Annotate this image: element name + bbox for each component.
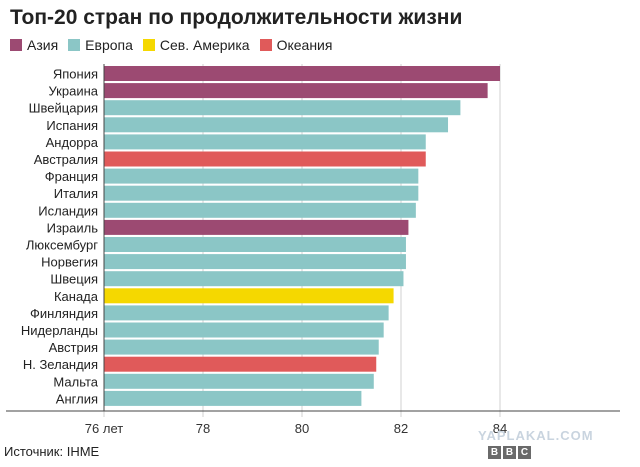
category-label: Австрия xyxy=(49,340,98,355)
bar xyxy=(104,100,461,116)
bar xyxy=(104,134,426,150)
bar xyxy=(104,356,377,372)
category-label: Австралия xyxy=(34,152,98,167)
legend-item-asia: Азия xyxy=(10,37,58,53)
bar xyxy=(104,271,404,287)
category-label: Израиль xyxy=(47,220,99,235)
bar xyxy=(104,168,419,184)
legend-swatch-europe xyxy=(68,39,81,51)
legend-label-europe: Европа xyxy=(85,37,133,53)
legend: Азия Европа Сев. Америка Океания xyxy=(10,37,342,53)
category-label: Исландия xyxy=(38,203,98,218)
bbc-logo-letter: B xyxy=(503,446,516,459)
legend-label-north-america: Сев. Америка xyxy=(159,37,250,53)
legend-label-asia: Азия xyxy=(27,37,59,53)
x-tick-label: 78 xyxy=(196,421,210,436)
category-label: Нидерланды xyxy=(21,323,98,338)
legend-swatch-asia xyxy=(10,39,22,51)
category-label: Финляндия xyxy=(30,306,98,321)
legend-swatch-north-america xyxy=(142,39,155,51)
watermark: YAPLAKAL.COM xyxy=(478,428,594,443)
category-label: Андорра xyxy=(46,135,99,150)
category-label: Испания xyxy=(46,118,98,133)
bar xyxy=(104,322,384,338)
category-label: Канада xyxy=(54,289,99,304)
category-label: Мальта xyxy=(53,374,98,389)
bar xyxy=(104,339,379,355)
bar xyxy=(104,219,409,235)
legend-label-oceania: Океания xyxy=(276,37,333,53)
bar xyxy=(104,66,500,81)
category-label: Англия xyxy=(56,391,98,406)
bar xyxy=(104,305,389,321)
bar xyxy=(104,117,449,133)
x-tick-label: 76 лет xyxy=(85,421,123,436)
category-label: Франция xyxy=(45,169,98,184)
legend-item-north-america: Сев. Америка xyxy=(142,37,250,53)
chart-title: Топ-20 стран по продолжительности жизни xyxy=(10,6,463,29)
bbc-logo: B B C xyxy=(488,446,533,459)
legend-swatch-oceania xyxy=(259,39,272,51)
category-label: Япония xyxy=(53,67,98,82)
x-tick-label: 82 xyxy=(394,421,408,436)
legend-item-oceania: Океания xyxy=(259,37,333,53)
category-label: Н. Зеландия xyxy=(23,357,98,372)
category-label: Украина xyxy=(49,84,99,99)
bbc-logo-letter: C xyxy=(518,446,531,459)
legend-item-europe: Европа xyxy=(68,37,133,53)
x-tick-label: 80 xyxy=(295,421,309,436)
category-label: Норвегия xyxy=(41,255,98,270)
bar xyxy=(104,151,426,167)
category-label: Швеция xyxy=(50,272,98,287)
category-label: Люксембург xyxy=(26,238,98,253)
category-label: Швейцария xyxy=(29,101,98,116)
bar xyxy=(104,373,374,389)
bar xyxy=(104,288,394,304)
bbc-logo-letter: B xyxy=(488,446,501,459)
bar xyxy=(104,185,419,201)
category-label: Италия xyxy=(54,186,98,201)
bar xyxy=(104,83,488,99)
x-tick-label: 84 xyxy=(493,421,507,436)
bar xyxy=(104,254,406,270)
bar xyxy=(104,237,406,252)
source-note: Источник: IHME xyxy=(4,444,100,459)
bar xyxy=(104,202,416,218)
bar xyxy=(104,390,362,406)
